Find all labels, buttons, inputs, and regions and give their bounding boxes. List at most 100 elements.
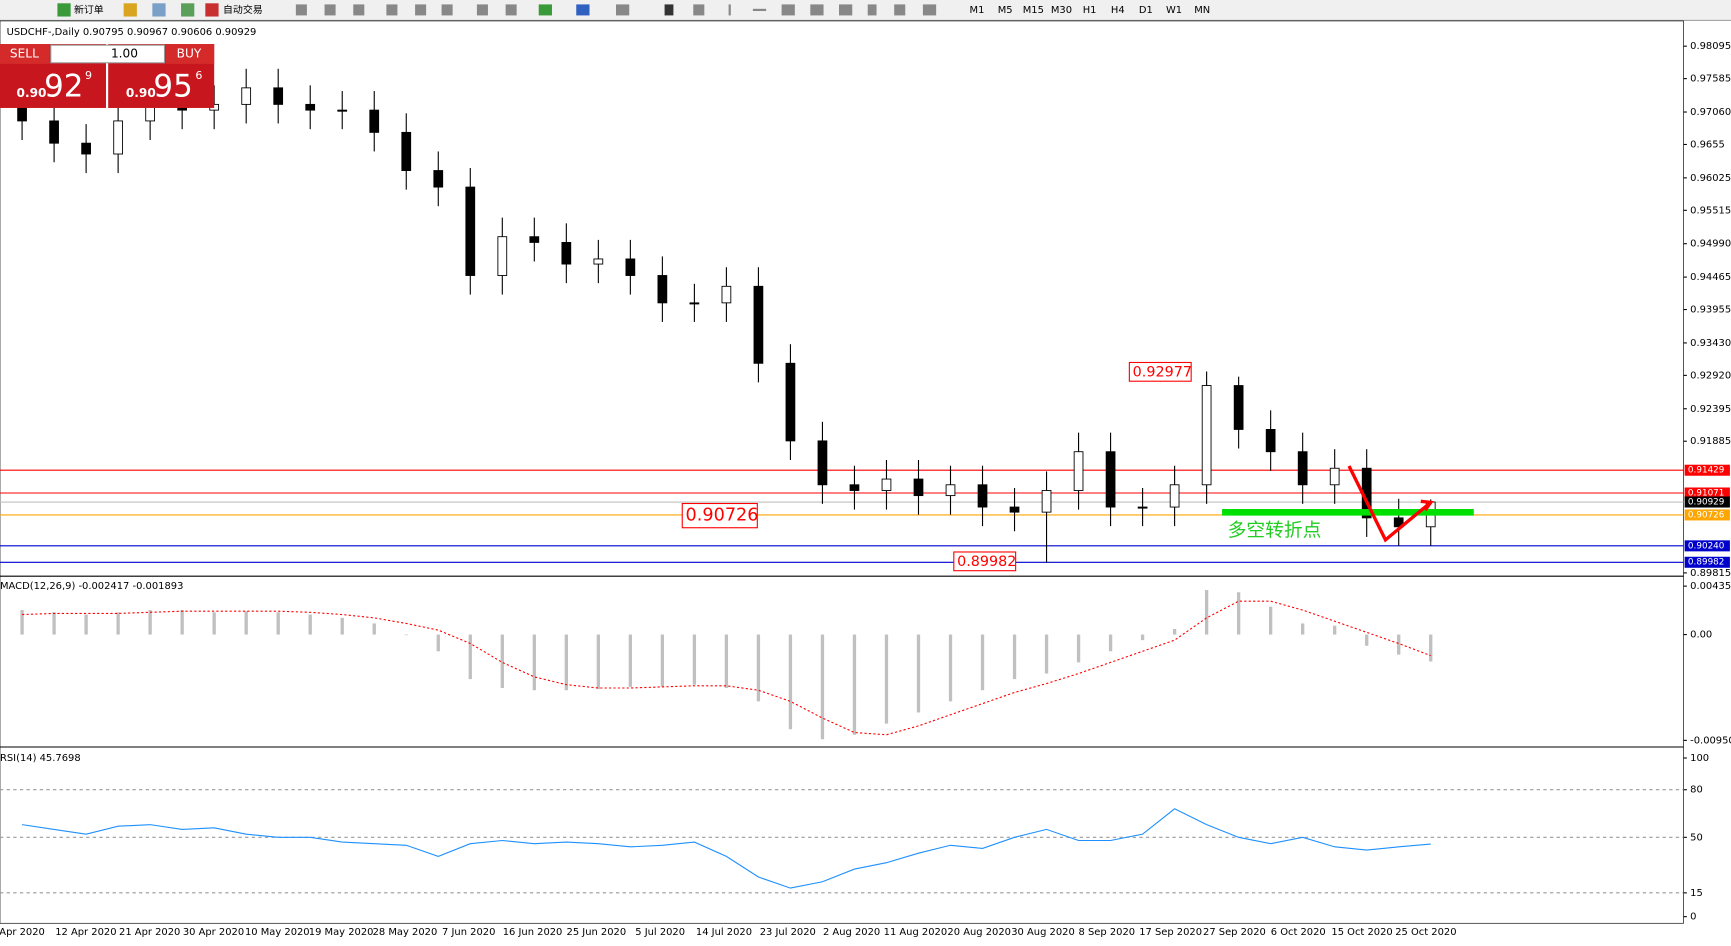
vertical-line[interactable] [728, 4, 731, 16]
indicators[interactable] [538, 4, 552, 16]
timeframe-button[interactable]: MN [1194, 5, 1210, 16]
timeframe-button[interactable]: W1 [1166, 5, 1182, 16]
x-tick-label: 17 Sep 2020 [1139, 927, 1202, 938]
zoom-out[interactable] [415, 4, 427, 16]
label-tool[interactable] [894, 4, 906, 16]
chart-title: USDCHF-,Daily 0.90795 0.90967 0.90606 0.… [7, 27, 257, 38]
one-click-trading: SELL BUY 1.00 0.90 92 9 0.90 95 6 [0, 44, 215, 108]
lots-input[interactable] [50, 44, 166, 64]
tool-icon[interactable] [295, 4, 307, 16]
candle-body [433, 170, 444, 188]
bid-point: 9 [85, 69, 92, 82]
macd-bar [564, 634, 568, 691]
x-tick-label: 30 Aug 2020 [1011, 927, 1075, 938]
buy-label[interactable]: BUY [177, 46, 202, 60]
tool-icon[interactable] [353, 4, 365, 16]
lots[interactable]: 1.00 [111, 46, 138, 60]
price-label: 0.91071 [1688, 488, 1724, 498]
trendline[interactable] [781, 4, 795, 16]
macd-title: MACD(12,26,9) -0.002417 -0.001893 [0, 581, 183, 592]
fibonacci[interactable] [839, 4, 853, 16]
macd-bar [244, 611, 248, 635]
price-label: 0.91429 [1688, 466, 1724, 476]
macd-bar [596, 634, 600, 690]
buy-button[interactable] [165, 44, 215, 64]
sell-button[interactable] [0, 44, 50, 64]
macd-bar [1365, 634, 1369, 646]
tool-icon[interactable] [324, 4, 336, 16]
x-tick-label: 28 May 2020 [373, 927, 438, 938]
y-tick-label: 0.004351 [1690, 581, 1731, 592]
tool-icon[interactable] [505, 4, 517, 16]
timeframe-button[interactable]: M5 [998, 5, 1013, 16]
timeframe-button[interactable]: D1 [1139, 5, 1153, 16]
x-tick-label: 2 Aug 2020 [823, 927, 880, 938]
macd-bar [628, 634, 633, 687]
timeframe-button[interactable]: M1 [970, 5, 985, 16]
channel[interactable] [810, 4, 824, 16]
candle-body [1073, 451, 1084, 491]
macd-bar [1236, 592, 1241, 635]
timeframe-button[interactable]: H1 [1083, 5, 1097, 16]
cursor[interactable] [664, 4, 674, 16]
macd-bar [1268, 606, 1273, 635]
tool-icon[interactable] [181, 3, 195, 17]
y-tick-label: 100 [1690, 753, 1709, 764]
x-tick-label: 16 Jun 2020 [503, 927, 563, 938]
sell-label[interactable]: SELL [10, 46, 39, 60]
macd-bar [756, 634, 761, 702]
macd-bar [1204, 590, 1209, 635]
auto-trading-icon[interactable] [205, 3, 219, 17]
macd-bar [1333, 625, 1337, 635]
macd-bar [116, 612, 120, 635]
periods[interactable] [576, 4, 590, 16]
tool-icon[interactable] [123, 3, 137, 17]
annotation: 0.92977 [1133, 364, 1192, 380]
new-order-icon[interactable] [57, 3, 71, 17]
macd-bar [404, 634, 408, 636]
macd-bar [1012, 634, 1017, 680]
macd-bar [1044, 634, 1049, 674]
candle-body [49, 120, 59, 144]
tool-icon[interactable] [476, 4, 488, 16]
candle-body [305, 103, 316, 111]
macd-bar [980, 634, 985, 691]
x-tick-label: 27 Sep 2020 [1203, 927, 1266, 938]
arrows[interactable] [922, 4, 937, 16]
y-tick-label: 50 [1690, 832, 1703, 843]
timeframe-button[interactable]: H4 [1111, 5, 1125, 16]
annotation: 0.90726 [686, 506, 759, 526]
templates[interactable] [616, 4, 630, 16]
y-tick-label: 0.94465 [1690, 272, 1731, 283]
macd-bar [1076, 634, 1081, 663]
y-tick-label: 0.95515 [1690, 205, 1731, 216]
candle-body [1329, 467, 1340, 486]
candle-body [1297, 451, 1308, 486]
macd-bar [468, 634, 472, 680]
timeframe-button[interactable]: M30 [1051, 5, 1072, 16]
candle-body [1201, 385, 1212, 486]
x-tick-label: 12 Apr 2020 [55, 927, 116, 938]
macd-bar [500, 634, 504, 689]
tool-icon[interactable] [152, 3, 166, 17]
ask-big: 0.90 [126, 86, 156, 100]
candle-body [785, 362, 796, 442]
auto-trading[interactable]: 自动交易 [223, 3, 263, 16]
candle-body [1041, 490, 1052, 513]
y-tick-label: 0.97060 [1690, 107, 1731, 118]
candle-body [817, 440, 828, 486]
candle-body [241, 87, 252, 105]
crosshair[interactable] [693, 4, 705, 16]
candle-body [81, 142, 91, 155]
candle-body [657, 275, 668, 304]
horizontal-line[interactable] [752, 8, 767, 12]
y-tick-label: 0.9655 [1690, 139, 1725, 150]
timeframe-button[interactable]: M15 [1023, 5, 1044, 16]
zoom-in[interactable] [386, 4, 398, 16]
tile[interactable] [441, 4, 453, 16]
text-tool[interactable] [867, 4, 877, 16]
ask-pips: 95 [153, 69, 192, 105]
new-order[interactable]: 新订单 [74, 3, 104, 16]
rsi-title: RSI(14) 45.7698 [0, 753, 81, 764]
candle-body [369, 109, 380, 133]
